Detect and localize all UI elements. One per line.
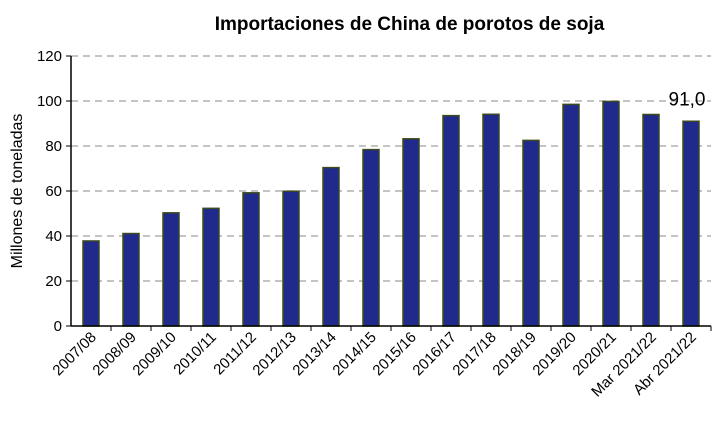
y-tick-label: 40 (45, 228, 62, 245)
x-tick-label: 2016/17 (409, 329, 459, 379)
label-layer: 91,0 (669, 89, 706, 110)
bar (322, 166, 340, 327)
bar (282, 190, 300, 327)
bar (242, 192, 260, 327)
y-tick-label: 80 (45, 138, 62, 155)
bar (682, 120, 700, 327)
bar (442, 114, 460, 327)
x-tick-label: 2015/16 (369, 329, 419, 379)
x-tick-label: 2009/10 (129, 329, 179, 379)
x-tick-label: 2010/11 (170, 329, 220, 379)
x-tick-label: 2012/13 (249, 329, 299, 379)
y-axis-label: Millones de toneladas (9, 114, 26, 269)
x-tick-label: 2013/14 (289, 329, 339, 379)
y-tick-label: 60 (45, 183, 62, 200)
chart-title: Importaciones de China de porotos de soj… (214, 14, 605, 35)
y-tick-label: 0 (54, 318, 62, 335)
bar-layer (82, 100, 700, 327)
x-tick-label: 2017/18 (449, 329, 499, 379)
bar (642, 113, 660, 327)
bar (602, 100, 620, 327)
x-tick-label: 2019/20 (529, 329, 579, 379)
bar (562, 103, 580, 327)
bar (162, 212, 180, 327)
bar (82, 240, 100, 327)
y-tick-label: 100 (37, 93, 62, 110)
data-label: 91,0 (669, 89, 706, 110)
bar (202, 207, 220, 327)
bar (362, 148, 380, 327)
x-tick-label: 2008/09 (89, 329, 139, 379)
bar (482, 113, 500, 327)
bar (402, 138, 420, 327)
x-tick-label: 2007/08 (49, 329, 99, 379)
bar (122, 232, 140, 327)
x-tick-label: 2018/19 (489, 329, 539, 379)
y-tick-label: 20 (45, 273, 62, 290)
bar (522, 139, 540, 327)
y-tick-label: 120 (37, 48, 62, 65)
x-tick-label: 2014/15 (329, 329, 379, 379)
